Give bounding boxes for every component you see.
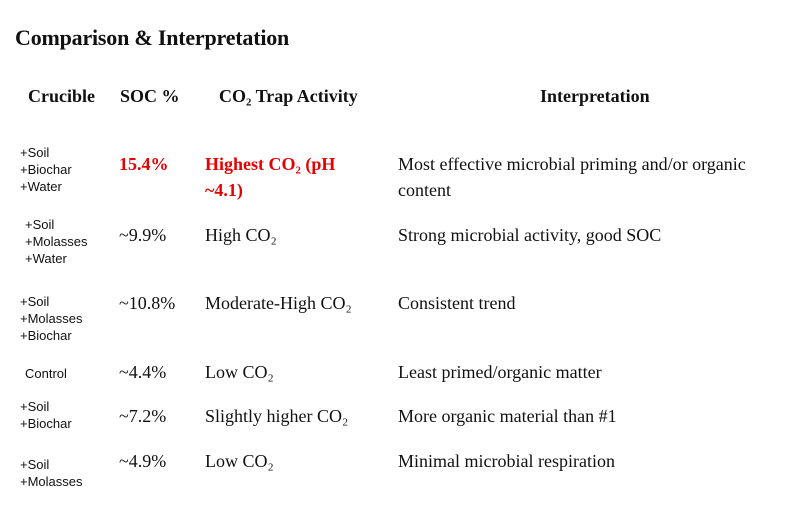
co2-activity: Moderate-High CO₂ bbox=[205, 293, 352, 313]
co2-activity: Highest CO₂ (pH ~4.1) bbox=[205, 154, 336, 200]
interpretation-text: Minimal microbial respiration bbox=[398, 451, 615, 471]
table-row-crucible: +Soil +Biochar +Water bbox=[20, 144, 72, 195]
co2-activity: High CO₂ bbox=[205, 225, 277, 245]
crucible-line: +Molasses bbox=[20, 474, 83, 489]
table-row-crucible: +Soil +Molasses +Biochar bbox=[20, 293, 83, 344]
interpretation-text: Strong microbial activity, good SOC bbox=[398, 225, 662, 245]
table-row-crucible: +Soil +Biochar bbox=[20, 398, 72, 432]
crucible-line: +Biochar bbox=[20, 328, 72, 343]
interpretation-text: More organic material than #1 bbox=[398, 406, 617, 426]
soc-value: ~9.9% bbox=[119, 225, 167, 245]
crucible-line: +Water bbox=[20, 179, 62, 194]
table-row-crucible: +Soil +Molasses +Water bbox=[25, 216, 88, 267]
header-co2: CO₂ Trap Activity bbox=[219, 86, 358, 106]
crucible-line: +Soil bbox=[20, 294, 50, 309]
interpretation-text: Least primed/organic matter bbox=[398, 362, 602, 382]
co2-activity: Slightly higher CO₂ bbox=[205, 406, 349, 426]
crucible-line: +Soil bbox=[20, 399, 50, 414]
soc-value: ~4.9% bbox=[119, 451, 167, 471]
crucible-line: +Molasses bbox=[25, 234, 88, 249]
page-title: Comparison & Interpretation bbox=[15, 25, 290, 50]
crucible-line: +Molasses bbox=[20, 311, 83, 326]
table-row-crucible: Control bbox=[25, 365, 67, 382]
co2-activity: Low CO₂ bbox=[205, 362, 274, 382]
header-crucible: Crucible bbox=[28, 86, 95, 106]
crucible-line: +Biochar bbox=[20, 416, 72, 431]
crucible-line: +Water bbox=[25, 251, 67, 266]
crucible-line: +Soil bbox=[20, 145, 50, 160]
table-row-crucible: +Soil +Molasses bbox=[20, 456, 83, 490]
soc-value: ~10.8% bbox=[119, 293, 176, 313]
crucible-line: +Soil bbox=[25, 217, 55, 232]
crucible-line: Control bbox=[25, 366, 67, 381]
interpretation-text: Most effective microbial priming and/or … bbox=[398, 154, 746, 200]
co2-activity: Low CO₂ bbox=[205, 451, 274, 471]
crucible-line: +Soil bbox=[20, 457, 50, 472]
header-soc: SOC % bbox=[120, 86, 180, 106]
soc-value: 15.4% bbox=[119, 154, 169, 174]
soc-value: ~7.2% bbox=[119, 406, 167, 426]
interpretation-text: Consistent trend bbox=[398, 293, 516, 313]
crucible-line: +Biochar bbox=[20, 162, 72, 177]
header-interpretation: Interpretation bbox=[540, 86, 650, 106]
soc-value: ~4.4% bbox=[119, 362, 167, 382]
